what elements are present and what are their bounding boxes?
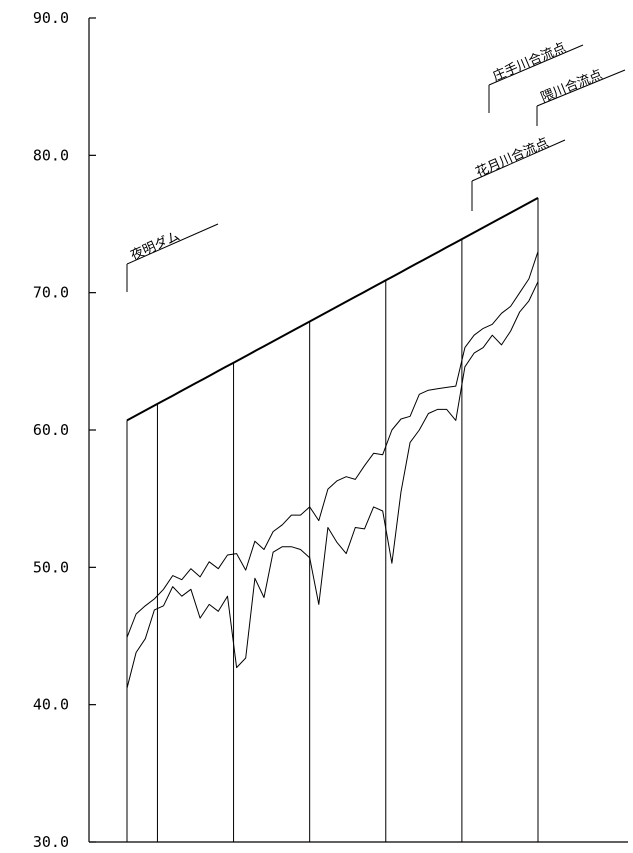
annotation-underline (126, 223, 219, 265)
y-tick-label: 80.0 (33, 146, 69, 164)
y-tick-label: 60.0 (33, 421, 69, 439)
series-lines (126, 197, 539, 689)
series-low-profile (126, 281, 539, 689)
axes: 90.0 80.0 70.0 60.0 50.0 40.0 30.0 (33, 9, 628, 851)
series-mid-profile (126, 251, 539, 638)
series-upper-profile (126, 197, 539, 422)
y-tick-label: 90.0 (33, 9, 69, 27)
annotation-underline (536, 69, 626, 107)
annotation-underline (471, 139, 566, 182)
section-lines (126, 197, 539, 842)
y-tick-label: 70.0 (33, 284, 69, 302)
y-tick-label: 30.0 (33, 833, 69, 851)
annotation-label: 花月川合流点 (473, 135, 551, 181)
y-tick-label: 50.0 (33, 558, 69, 576)
annotation-label: 庄手川合流点 (490, 39, 568, 84)
annotation-label: 夜明ダム (129, 229, 183, 264)
y-tick-label: 40.0 (33, 696, 69, 714)
annotation-underline (488, 44, 584, 86)
annotation-label: 隈川合流点 (539, 67, 605, 105)
